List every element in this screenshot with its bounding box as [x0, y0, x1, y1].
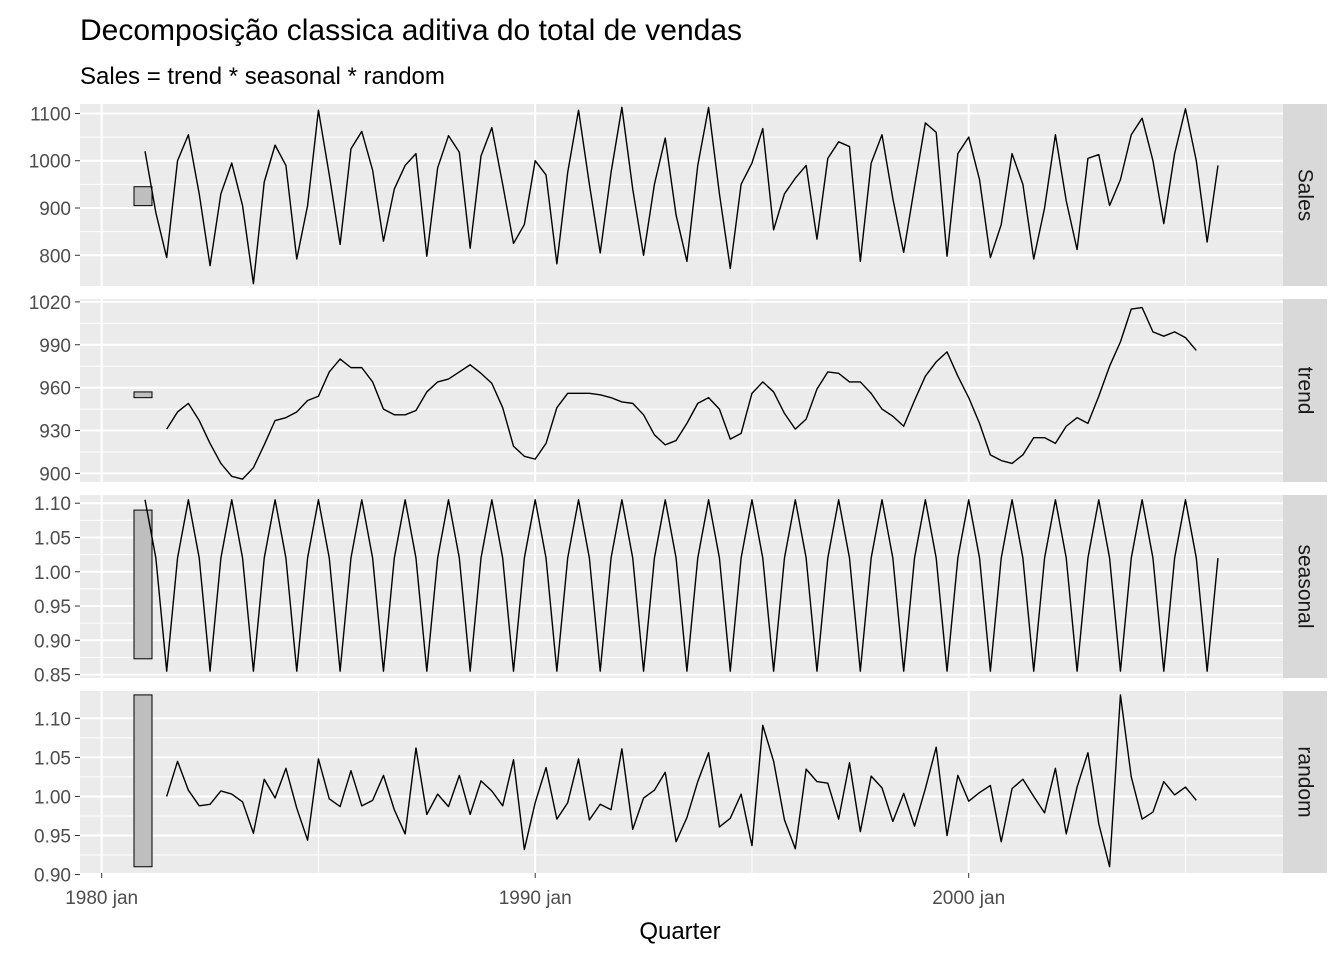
- panel-Sales: 800 900 1000 1100 Sales: [29, 104, 1327, 286]
- scale-range-bar: [133, 509, 153, 660]
- y-tick-label: 960: [39, 379, 71, 400]
- y-tick-label: 1.10: [34, 494, 71, 515]
- facet-panels: 800 900 1000 1100 Sales 900 930 960 990 1020 trend…: [29, 104, 1327, 887]
- scale-range-bar: [133, 391, 153, 399]
- series-line-seasonal: [144, 499, 1219, 672]
- y-tick-label: 1100: [30, 104, 71, 125]
- facet-strip-label: random: [1294, 746, 1317, 817]
- x-axis: 1980 jan 1990 jan 2000 jan: [65, 873, 1005, 909]
- y-tick-label: 1000: [29, 152, 71, 173]
- y-tick-label: 0.90: [34, 631, 71, 652]
- panel-random: 0.90 0.95 1.00 1.05 1.10 random: [34, 691, 1327, 887]
- panel-background: [80, 299, 1283, 482]
- x-axis-title: Quarter: [639, 918, 720, 945]
- y-tick-label: 1.00: [34, 563, 71, 584]
- facet-strip-label: trend: [1294, 367, 1317, 415]
- facet-strip-label: seasonal: [1294, 544, 1317, 628]
- y-tick-label: 1.05: [34, 748, 71, 769]
- x-tick-label: 1980 jan: [65, 888, 138, 909]
- x-tick-label: 2000 jan: [932, 888, 1005, 909]
- y-tick-label: 0.90: [34, 866, 71, 887]
- series-line-random: [166, 694, 1197, 868]
- y-tick-label: 0.95: [34, 827, 71, 848]
- y-tick-label: 900: [39, 199, 71, 220]
- y-tick-label: 900: [39, 464, 71, 485]
- facet-strip-label: Sales: [1294, 169, 1317, 222]
- facet-strip: [1283, 299, 1327, 482]
- y-tick-label: 1.00: [34, 787, 71, 808]
- y-tick-label: 990: [39, 336, 71, 357]
- series-line-trend: [166, 306, 1197, 480]
- facet-strip: [1283, 691, 1327, 873]
- chart-subtitle: Sales = trend * seasonal * random: [80, 63, 445, 90]
- y-tick-label: 1020: [29, 293, 71, 314]
- y-tick-label: 0.95: [34, 597, 71, 618]
- y-tick-label: 800: [39, 246, 71, 267]
- panel-seasonal: 0.85 0.90 0.95 1.00 1.05 1.10 seasonal: [34, 494, 1327, 687]
- panel-trend: 900 930 960 990 1020 trend: [29, 293, 1327, 485]
- facet-strip: [1283, 495, 1327, 678]
- panel-background: [80, 104, 1283, 286]
- chart-title: Decomposição classica aditiva do total d…: [80, 14, 742, 47]
- y-tick-label: 1.10: [34, 709, 71, 730]
- x-tick-label: 1990 jan: [499, 888, 572, 909]
- scale-range-bar: [133, 694, 153, 868]
- scale-range-bar: [133, 186, 153, 207]
- y-tick-label: 930: [39, 422, 71, 443]
- facet-strip: [1283, 104, 1327, 286]
- y-tick-label: 0.85: [34, 666, 71, 687]
- y-tick-label: 1.05: [34, 528, 71, 549]
- series-line-Sales: [144, 106, 1219, 285]
